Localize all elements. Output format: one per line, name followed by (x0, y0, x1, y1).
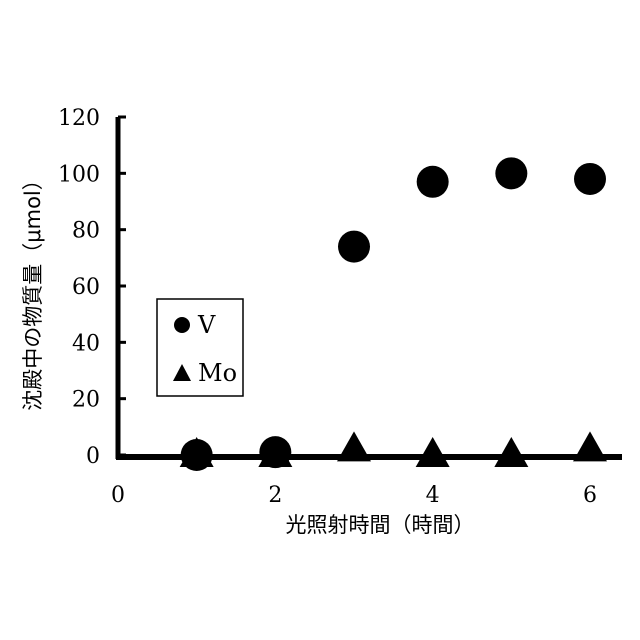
y-tick-label: 100 (58, 162, 100, 187)
y-tick-labels: 0 20 40 60 80 100 120 (58, 106, 100, 469)
legend-v-marker (174, 317, 190, 333)
legend: V Mo (156, 298, 244, 397)
y-tick-label: 20 (72, 388, 100, 413)
data-points (179, 157, 607, 471)
legend-mo-label: Mo (198, 359, 237, 387)
legend-box (156, 298, 244, 397)
legend-v-label: V (197, 311, 216, 339)
y-tick-label: 80 (72, 219, 100, 244)
y-tick-label: 0 (86, 444, 100, 469)
x-tick-label: 4 (426, 483, 440, 508)
point-v (416, 165, 449, 198)
point-mo (415, 437, 450, 467)
y-tick-label: 120 (58, 106, 100, 131)
y-axis-title: 沈殿中の物質量（μmol） (21, 169, 45, 411)
point-mo (179, 437, 214, 467)
x-tick-label: 6 (583, 483, 597, 508)
x-tick-label: 2 (268, 483, 282, 508)
x-axis-title: 光照射時間（時間） (286, 513, 475, 537)
point-mo (494, 437, 529, 467)
point-v (574, 162, 606, 195)
y-tick-marks (118, 115, 126, 457)
point-mo (258, 437, 293, 467)
legend-mo-marker (173, 364, 191, 381)
x-tick-labels: 0 2 4 6 (111, 483, 597, 508)
point-mo (573, 431, 607, 462)
point-mo (337, 431, 371, 462)
y-tick-label: 40 (72, 331, 100, 356)
x-tick-label: 0 (111, 483, 125, 508)
y-tick-label: 60 (72, 275, 100, 300)
point-v (495, 157, 528, 190)
point-v (338, 230, 370, 263)
